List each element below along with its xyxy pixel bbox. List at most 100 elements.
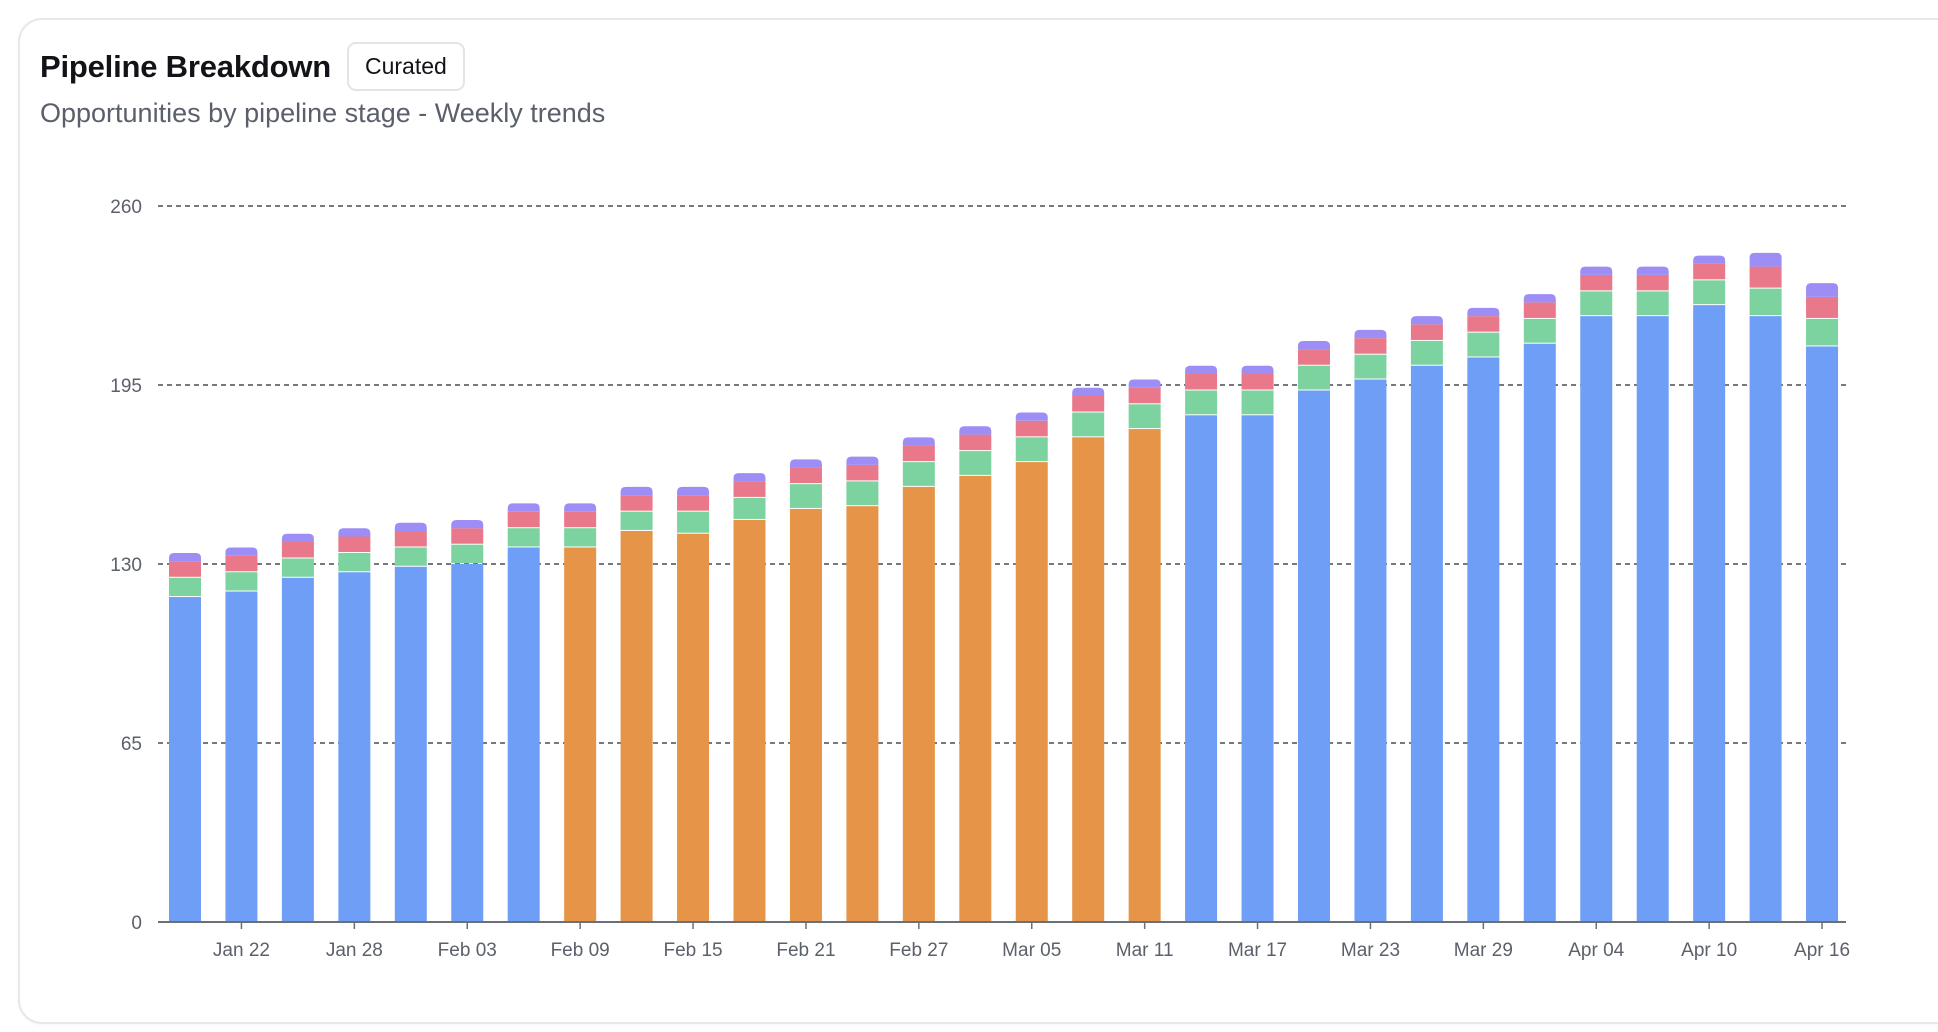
- bar-segment: [677, 495, 710, 511]
- x-tick-label: Apr 16: [1794, 940, 1850, 961]
- card-header: Pipeline Breakdown Curated: [40, 42, 465, 91]
- bar-segment: [281, 558, 314, 577]
- bar-segment: [1128, 387, 1161, 404]
- bar-segment: [1749, 252, 1782, 267]
- bar-segment: [1636, 291, 1669, 316]
- bar-segment: [338, 528, 371, 537]
- bar-segment: [169, 561, 201, 577]
- bar-segment: [1128, 429, 1161, 921]
- bar-segment: [338, 572, 371, 921]
- bar-segment: [846, 464, 879, 481]
- x-tick-label: Apr 04: [1568, 940, 1624, 961]
- bar-segment: [507, 503, 540, 512]
- bar-segment: [902, 486, 935, 921]
- bar-segment: [789, 467, 822, 484]
- bar-segment: [1749, 266, 1782, 288]
- bar-segment: [451, 519, 484, 529]
- bar-segment: [451, 544, 484, 563]
- bar-segment: [1693, 305, 1726, 922]
- bar-segment: [1806, 283, 1839, 297]
- bar-segment: [846, 481, 879, 506]
- bar-segment: [1693, 255, 1726, 264]
- bar-segment: [846, 506, 879, 921]
- bar-segment: [902, 462, 935, 486]
- bar-segment: [1185, 373, 1218, 390]
- x-tick-label: Feb 03: [438, 940, 497, 961]
- y-tick-label: 130: [110, 555, 142, 576]
- bar-segment: [677, 533, 710, 921]
- x-tick-label: Jan 28: [326, 940, 383, 961]
- x-tick-label: Jan 22: [213, 940, 270, 961]
- bar-segment: [564, 528, 597, 547]
- bar-segment: [169, 552, 201, 562]
- x-tick-label: Mar 11: [1116, 940, 1174, 961]
- bar-segment: [733, 519, 766, 921]
- bar-segment: [1636, 274, 1669, 291]
- bar-segment: [733, 497, 766, 519]
- x-tick-label: Feb 21: [776, 940, 835, 961]
- bar-segment: [564, 511, 597, 528]
- bar-segment: [1185, 365, 1218, 374]
- bar-segment: [620, 495, 653, 511]
- bar-segment: [394, 547, 427, 566]
- bar-segment: [1298, 365, 1330, 390]
- bar-segment: [225, 572, 258, 591]
- bar-segment: [902, 437, 935, 446]
- curated-badge[interactable]: Curated: [346, 42, 465, 91]
- bar-segment: [1523, 302, 1556, 318]
- bar-segment: [1128, 404, 1161, 429]
- y-tick-label: 65: [121, 734, 142, 755]
- bar-segment: [1467, 307, 1500, 317]
- bar-segment: [1072, 387, 1105, 397]
- bar-segment: [1185, 415, 1218, 921]
- x-tick-label: Apr 10: [1681, 940, 1737, 961]
- bar-segment: [1806, 318, 1839, 346]
- bar-segment: [1354, 329, 1387, 339]
- x-tick-label: Feb 15: [663, 940, 722, 961]
- bar-segment: [1072, 396, 1105, 412]
- bar-segment: [1749, 288, 1782, 316]
- bar-segment: [1749, 316, 1782, 922]
- bar-segment: [677, 511, 710, 533]
- bar-segment: [338, 536, 371, 552]
- bar-segment: [1298, 340, 1330, 350]
- bar-segment: [1523, 343, 1556, 921]
- bar-segment: [1806, 296, 1839, 318]
- bar-segment: [394, 530, 427, 547]
- bar-segment: [507, 547, 540, 921]
- bar-segment: [281, 533, 314, 542]
- bar-segment: [451, 564, 484, 921]
- x-tick-label: Mar 17: [1228, 940, 1287, 961]
- bar-segment: [564, 547, 597, 921]
- bar-segment: [1523, 318, 1556, 343]
- bar-segment: [1354, 338, 1387, 354]
- bar-segment: [1298, 349, 1330, 365]
- bar-segment: [1015, 420, 1048, 437]
- bar-segment: [959, 434, 992, 451]
- bar-segment: [1580, 274, 1613, 291]
- y-tick-label: 260: [110, 197, 142, 218]
- bar-segment: [1354, 379, 1387, 921]
- bar-segment: [507, 528, 540, 547]
- bar-segment: [620, 530, 653, 921]
- bar-segment: [1128, 379, 1161, 388]
- x-tick-label: Feb 09: [551, 940, 610, 961]
- bar-segment: [281, 541, 314, 558]
- bar-segment: [1410, 324, 1443, 340]
- bar-segment: [1410, 316, 1443, 325]
- bar-segment: [677, 486, 710, 496]
- bar-segment: [733, 481, 766, 497]
- bar-segment: [789, 459, 822, 468]
- bar-segment: [620, 511, 653, 530]
- bar-segment: [1410, 365, 1443, 921]
- bar-segment: [394, 522, 427, 531]
- bar-segment: [1241, 415, 1274, 921]
- bar-segment: [564, 503, 597, 512]
- bar-segment: [1072, 412, 1105, 437]
- bar-segment: [789, 484, 822, 508]
- bar-segment: [959, 475, 992, 921]
- bar-segment: [1185, 390, 1218, 415]
- bar-segment: [1467, 332, 1500, 357]
- y-tick-label: 195: [110, 376, 142, 397]
- bar-segment: [1580, 266, 1613, 275]
